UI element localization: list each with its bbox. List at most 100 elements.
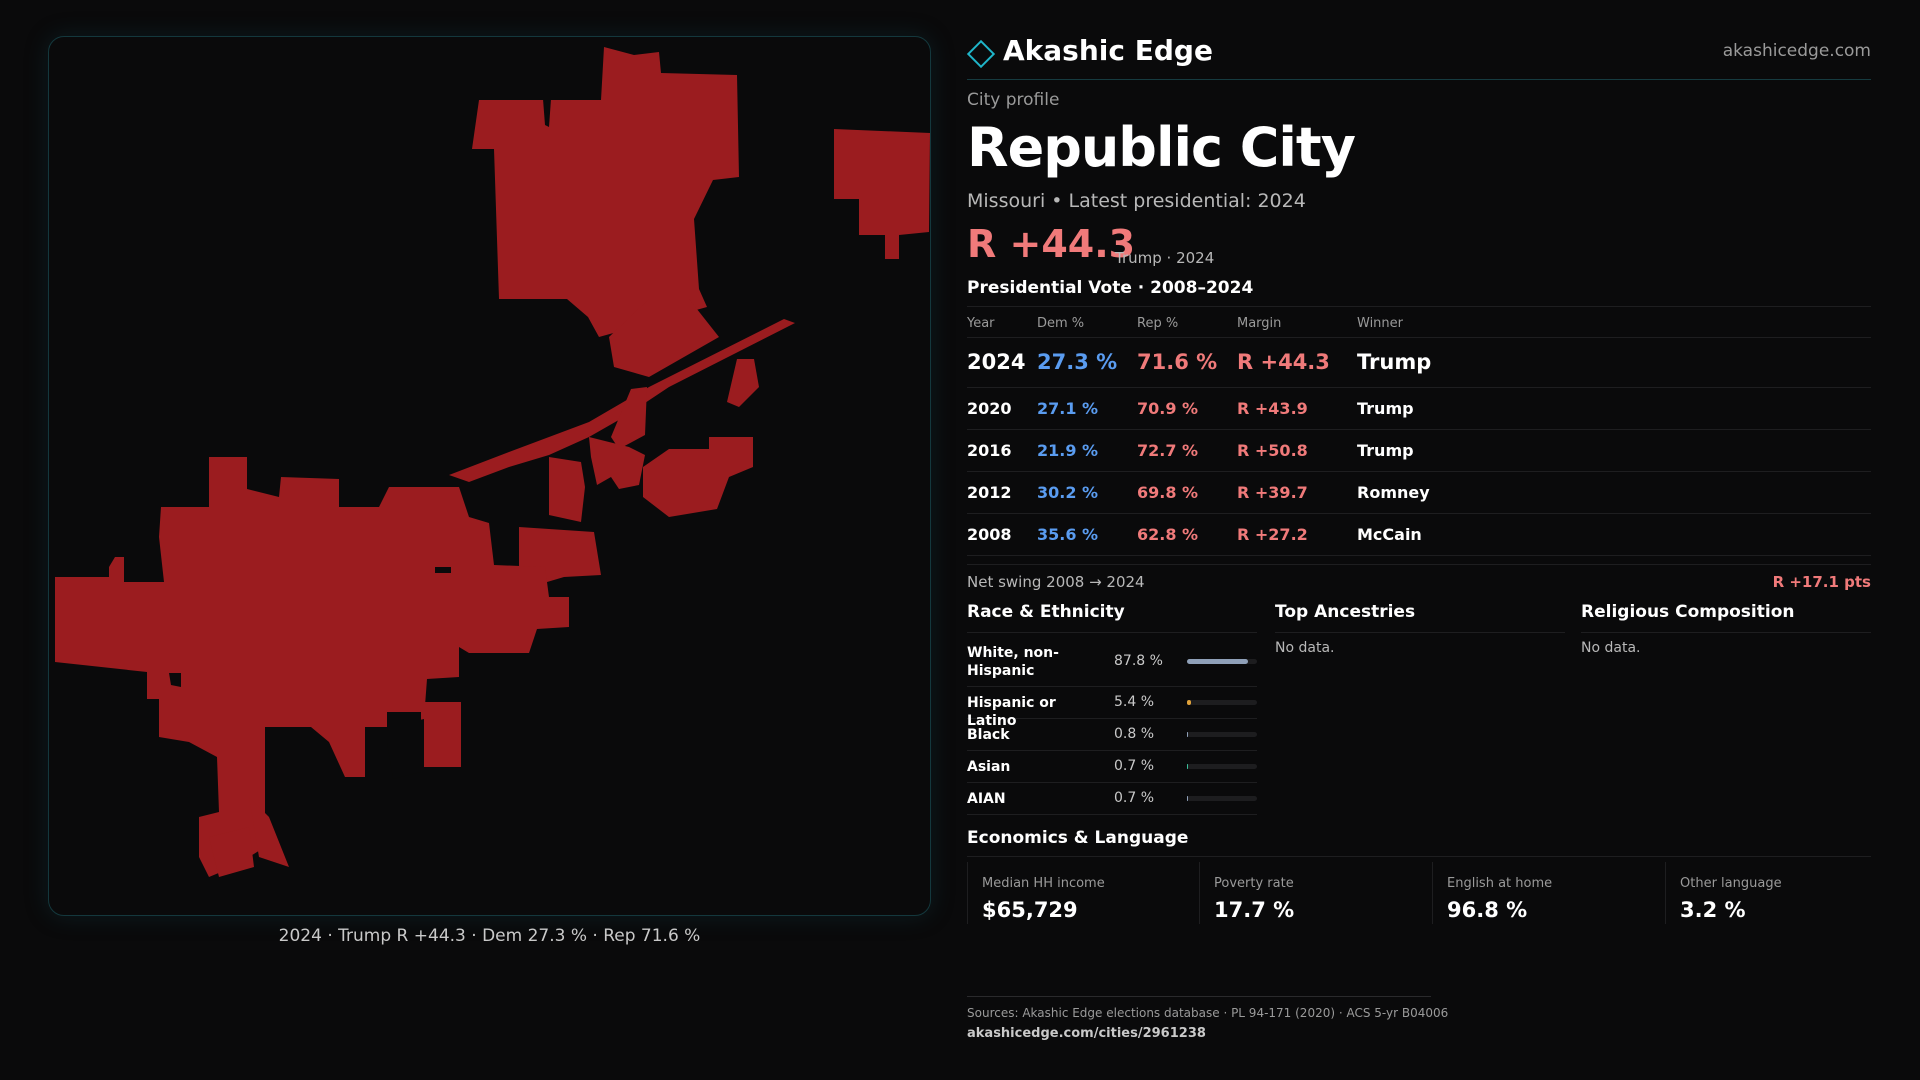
- religion-divider: [1581, 632, 1871, 633]
- cell-rep: 72.7 %: [1137, 441, 1199, 460]
- stat-value: $65,729: [982, 898, 1078, 922]
- header-dem: Dem %: [1037, 316, 1085, 331]
- cell-margin: R +27.2: [1237, 525, 1308, 544]
- race-bar: [1187, 764, 1257, 769]
- cell-dem: 27.3 %: [1037, 350, 1118, 374]
- race-bar-fill: [1187, 796, 1189, 801]
- stat-label: Poverty rate: [1214, 876, 1294, 891]
- map-shape: [834, 129, 930, 259]
- table-row: 2008 35.6 % 62.8 % R +27.2 McCain: [967, 514, 1871, 556]
- cell-dem: 35.6 %: [1037, 525, 1099, 544]
- race-pct: 87.8 %: [1114, 653, 1163, 669]
- race-bar: [1187, 796, 1257, 801]
- map-shape: [727, 359, 759, 407]
- cell-dem: 27.1 %: [1037, 399, 1099, 418]
- cell-margin: R +39.7: [1237, 483, 1308, 502]
- vote-table-header: Year Dem % Rep % Margin Winner: [967, 306, 1871, 338]
- cell-margin: R +43.9: [1237, 399, 1308, 418]
- cell-winner: Romney: [1357, 483, 1430, 502]
- table-row: 2024 27.3 % 71.6 % R +44.3 Trump: [967, 338, 1871, 388]
- map-shape: [549, 457, 585, 522]
- race-bar-fill: [1187, 732, 1189, 737]
- cell-dem: 30.2 %: [1037, 483, 1099, 502]
- cell-dem: 21.9 %: [1037, 441, 1099, 460]
- map-shape: [449, 319, 795, 482]
- stat-value: 96.8 %: [1447, 898, 1528, 922]
- site-link[interactable]: akashicedge.com: [1722, 41, 1871, 61]
- cell-rep: 70.9 %: [1137, 399, 1199, 418]
- diamond-icon: [966, 39, 996, 69]
- list-item: Hispanic or Latino 5.4 %: [967, 687, 1257, 729]
- map-shape: [379, 47, 739, 337]
- footer-sources: Sources: Akashic Edge elections database…: [967, 1006, 1449, 1020]
- page-subtitle: Missouri • Latest presidential: 2024: [967, 190, 1306, 212]
- map-svg: [55, 47, 930, 877]
- stat-value: 17.7 %: [1214, 898, 1295, 922]
- cell-year: 2008: [967, 525, 1012, 544]
- cell-year: 2016: [967, 441, 1012, 460]
- list-item: Asian 0.7 %: [967, 751, 1257, 783]
- race-divider: [967, 632, 1257, 633]
- list-item: Black 0.8 %: [967, 719, 1257, 751]
- race-label: Black: [967, 727, 1010, 743]
- race-bar-fill: [1187, 659, 1249, 664]
- stat-other-language: Other language 3.2 %: [1665, 862, 1871, 924]
- table-row: 2016 21.9 % 72.7 % R +50.8 Trump: [967, 430, 1871, 472]
- stat-english-at-home: English at home 96.8 %: [1432, 862, 1665, 924]
- stat-value: 3.2 %: [1680, 898, 1746, 922]
- cell-winner: Trump: [1357, 399, 1414, 418]
- list-item: AIAN 0.7 %: [967, 783, 1257, 815]
- race-label: AIAN: [967, 791, 1006, 807]
- net-swing-label: Net swing 2008 → 2024: [967, 573, 1145, 591]
- race-bar-fill: [1187, 700, 1191, 705]
- footer-url[interactable]: akashicedge.com/cities/2961238: [967, 1026, 1206, 1041]
- cell-winner: Trump: [1357, 350, 1432, 374]
- stat-label: Median HH income: [982, 876, 1105, 891]
- net-swing: Net swing 2008 → 2024 R +17.1 pts: [967, 564, 1871, 594]
- map-shape: [424, 702, 461, 767]
- net-swing-value: R +17.1 pts: [1772, 573, 1871, 591]
- header-year: Year: [967, 316, 995, 331]
- map-caption: 2024 · Trump R +44.3 · Dem 27.3 % · Rep …: [278, 926, 701, 946]
- cell-rep: 62.8 %: [1137, 525, 1199, 544]
- map-shape: [55, 457, 569, 877]
- race-pct: 0.7 %: [1114, 790, 1155, 806]
- cell-margin: R +44.3: [1237, 350, 1330, 374]
- race-label: Asian: [967, 759, 1011, 775]
- cell-winner: Trump: [1357, 441, 1414, 460]
- latest-margin: R +44.3: [967, 222, 1136, 266]
- list-item: White, non-Hispanic 87.8 %: [967, 634, 1257, 687]
- cell-year: 2012: [967, 483, 1012, 502]
- table-row: 2012 30.2 % 69.8 % R +39.7 Romney: [967, 472, 1871, 514]
- cell-year: 2024: [967, 350, 1026, 374]
- latest-margin-note: Trump · 2024: [1115, 249, 1215, 267]
- race-list: White, non-Hispanic 87.8 % Hispanic or L…: [967, 634, 1257, 815]
- race-bar-fill: [1187, 764, 1189, 769]
- race-pct: 0.7 %: [1114, 758, 1155, 774]
- city-boundary-map[interactable]: [48, 36, 931, 916]
- header-rep: Rep %: [1137, 316, 1179, 331]
- economics-stats: Median HH income $65,729 Poverty rate 17…: [967, 862, 1871, 932]
- map-shape: [209, 827, 254, 877]
- race-bar: [1187, 659, 1257, 664]
- economics-divider: [967, 856, 1871, 857]
- cell-year: 2020: [967, 399, 1012, 418]
- map-shape: [609, 299, 719, 377]
- ancestries-empty: No data.: [1275, 640, 1335, 656]
- vote-table-title: Presidential Vote · 2008–2024: [967, 278, 1254, 298]
- header-winner: Winner: [1357, 316, 1404, 331]
- race-label: White, non-Hispanic: [967, 645, 1059, 679]
- map-shape: [643, 437, 753, 517]
- header: Akashic Edge akashicedge.com: [966, 30, 1871, 80]
- stat-poverty-rate: Poverty rate 17.7 %: [1199, 862, 1432, 924]
- stat-label: Other language: [1680, 876, 1782, 891]
- race-pct: 5.4 %: [1114, 694, 1155, 710]
- cell-rep: 71.6 %: [1137, 350, 1218, 374]
- cell-rep: 69.8 %: [1137, 483, 1199, 502]
- cell-margin: R +50.8: [1237, 441, 1308, 460]
- race-pct: 0.8 %: [1114, 726, 1155, 742]
- header-margin: Margin: [1237, 316, 1282, 331]
- economics-title: Economics & Language: [967, 828, 1189, 848]
- brand-name[interactable]: Akashic Edge: [1003, 34, 1213, 67]
- religion-title: Religious Composition: [1581, 602, 1795, 622]
